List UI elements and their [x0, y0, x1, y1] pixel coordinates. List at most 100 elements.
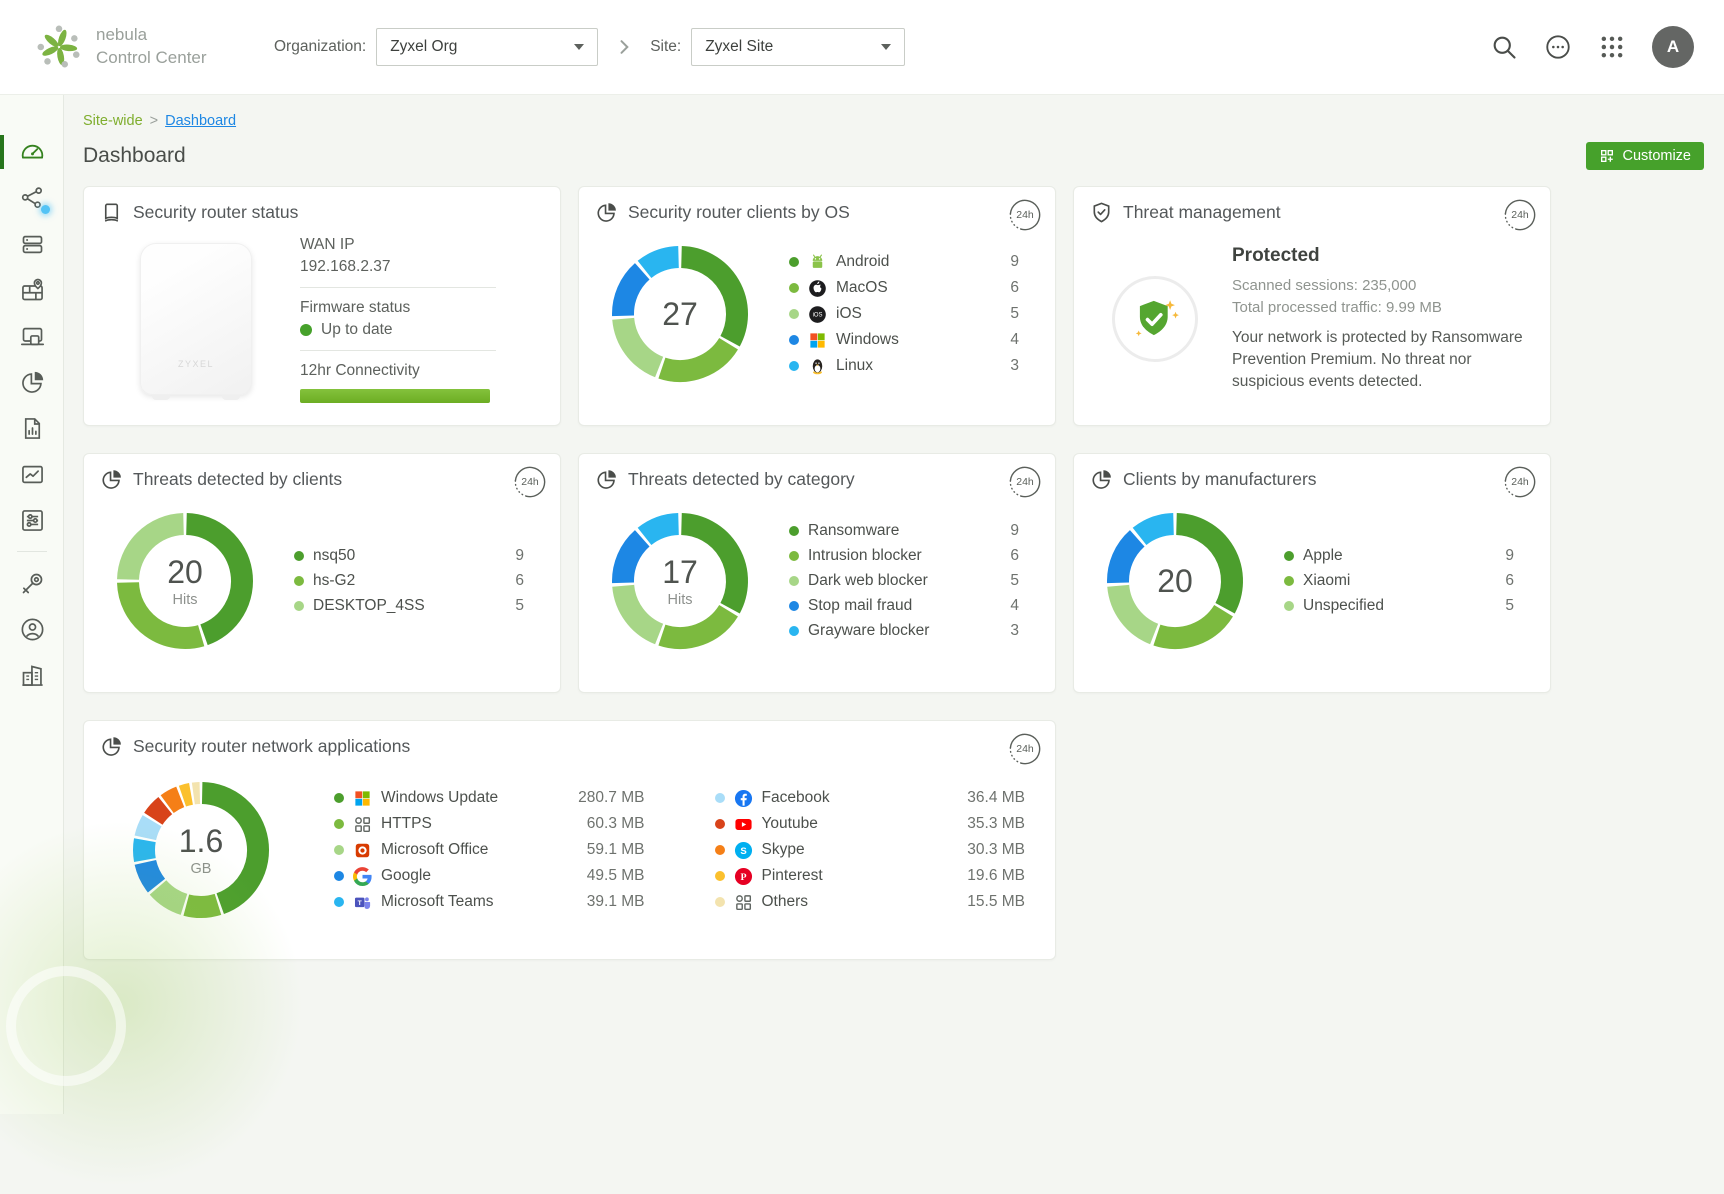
- device-brand-label: ZYXEL: [140, 359, 252, 369]
- donut-center-sub: Hits: [668, 592, 693, 608]
- chevron-down-icon: [881, 44, 891, 50]
- legend-item-unspecified: Unspecified5: [1284, 594, 1514, 619]
- card-threats-by-clients: Threats detected by clients 24h 20Hits n…: [83, 453, 561, 693]
- time-range-badge[interactable]: 24h: [1008, 198, 1042, 232]
- legend-color-dot: [789, 551, 799, 561]
- card-threats-by-category: Threats detected by category 24h 17Hits …: [578, 453, 1056, 693]
- apps-grid-icon[interactable]: [1598, 33, 1626, 61]
- site-select[interactable]: Zyxel Site: [691, 28, 905, 66]
- breadcrumb-dashboard-link[interactable]: Dashboard: [165, 113, 236, 129]
- router-device-image: ZYXEL: [140, 243, 252, 395]
- clients-by-manufacturers-donut: 20: [1100, 506, 1250, 656]
- legend-color-dot: [294, 576, 304, 586]
- legend-label: nsq50: [313, 547, 489, 565]
- breadcrumb-separator: >: [150, 113, 158, 129]
- page-title: Dashboard: [83, 144, 186, 168]
- sidebar-item-map[interactable]: [0, 267, 64, 313]
- card-title: Security router status: [133, 202, 298, 223]
- legend-color-dot: [789, 283, 799, 293]
- divider: [300, 287, 496, 288]
- brand-text: nebula Control Center: [96, 24, 207, 70]
- time-range-badge[interactable]: 24h: [513, 465, 547, 499]
- legend-label: Apple: [1303, 547, 1479, 565]
- legend-color-dot: [715, 793, 725, 803]
- legend-label: Youtube: [762, 815, 939, 833]
- sidebar-item-clients[interactable]: [0, 313, 64, 359]
- card-threat-management: Threat management 24h Protected Scanned …: [1073, 186, 1551, 426]
- donut-center-sub: GB: [191, 861, 212, 877]
- sidebar-item-support[interactable]: [0, 606, 64, 652]
- legend-item-desktop-4ss: DESKTOP_4SS5: [294, 594, 524, 619]
- legend-item-pinterest: PPinterest19.6 MB: [715, 863, 1026, 889]
- router-icon: [100, 201, 123, 224]
- context-switchers: Organization: Zyxel Org Site: Zyxel Site: [274, 28, 905, 66]
- legend-color-dot: [294, 551, 304, 561]
- legend-item-microsoft-teams: TMicrosoft Teams39.1 MB: [334, 889, 645, 915]
- time-range-badge[interactable]: 24h: [1503, 198, 1537, 232]
- legend-value: 4: [993, 331, 1019, 349]
- legend-color-dot: [1284, 551, 1294, 561]
- legend-value: 36.4 MB: [947, 789, 1025, 807]
- legend-item-macos: MacOS6: [789, 275, 1019, 301]
- customize-widgets-icon: [1599, 148, 1615, 164]
- legend-value: 5: [1488, 597, 1514, 615]
- header-actions: A: [1490, 26, 1694, 68]
- legend-color-dot: [789, 309, 799, 319]
- sidebar-item-organization[interactable]: [0, 652, 64, 698]
- windows-icon: [353, 789, 372, 808]
- sidebar-item-monitoring[interactable]: [0, 451, 64, 497]
- breadcrumb-section: Site-wide: [83, 113, 143, 129]
- card-clients-by-os: Security router clients by OS 24h 27 And…: [578, 186, 1056, 426]
- legend-item-others: Others15.5 MB: [715, 889, 1026, 915]
- donut-center-value: 1.6: [179, 823, 223, 860]
- main-content: Site-wide > Dashboard Dashboard Customiz…: [64, 95, 1724, 1114]
- help-more-icon[interactable]: [1544, 33, 1572, 61]
- legend-item-android: Android9: [789, 249, 1019, 275]
- legend-value: 19.6 MB: [947, 867, 1025, 885]
- sidebar-item-configure[interactable]: [0, 497, 64, 543]
- organization-select[interactable]: Zyxel Org: [376, 28, 598, 66]
- threats-by-clients-legend: nsq509hs-G26DESKTOP_4SS5: [294, 544, 524, 619]
- legend-item-nsq50: nsq509: [294, 544, 524, 569]
- legend-value: 35.3 MB: [947, 815, 1025, 833]
- connectivity-bar[interactable]: [300, 389, 490, 403]
- sidebar-item-devices[interactable]: [0, 221, 64, 267]
- brand-logo[interactable]: nebula Control Center: [36, 24, 266, 70]
- organization-value: Zyxel Org: [390, 38, 457, 56]
- network-applications-donut: 1.6GB: [126, 775, 276, 925]
- sidebar-divider: [17, 551, 47, 552]
- legend-color-dot: [789, 361, 799, 371]
- org-label: Organization:: [274, 38, 366, 56]
- sidebar-item-dashboard[interactable]: [0, 129, 64, 175]
- firmware-status-value: Up to date: [321, 321, 393, 339]
- breadcrumb: Site-wide > Dashboard: [83, 113, 1724, 129]
- legend-item-hs-g2: hs-G26: [294, 569, 524, 594]
- time-range-badge[interactable]: 24h: [1008, 732, 1042, 766]
- office-icon: [353, 841, 372, 860]
- pinterest-icon: P: [734, 867, 753, 886]
- legend-label: Facebook: [762, 789, 939, 807]
- customize-button[interactable]: Customize: [1586, 142, 1705, 170]
- legend-label: Grayware blocker: [808, 622, 984, 640]
- threats-by-clients-donut: 20Hits: [110, 506, 260, 656]
- clients-by-os-donut: 27: [605, 239, 755, 389]
- legend-label: Others: [762, 893, 939, 911]
- sidebar-item-topology[interactable]: [0, 175, 64, 221]
- avatar[interactable]: A: [1652, 26, 1694, 68]
- sidebar-item-usage[interactable]: [0, 359, 64, 405]
- time-range-badge[interactable]: 24h: [1008, 465, 1042, 499]
- sidebar-item-reports[interactable]: [0, 405, 64, 451]
- time-range-badge[interactable]: 24h: [1503, 465, 1537, 499]
- card-network-applications: Security router network applications 24h…: [83, 720, 1056, 960]
- legend-value: 39.1 MB: [567, 893, 645, 911]
- search-icon[interactable]: [1490, 33, 1518, 61]
- legend-label: MacOS: [836, 279, 984, 297]
- site-value: Zyxel Site: [705, 38, 773, 56]
- sidebar-item-licenses[interactable]: [0, 560, 64, 606]
- google-icon: [353, 867, 372, 886]
- legend-label: Skype: [762, 841, 939, 859]
- legend-value: 60.3 MB: [567, 815, 645, 833]
- legend-item-xiaomi: Xiaomi6: [1284, 569, 1514, 594]
- customize-label: Customize: [1623, 148, 1692, 164]
- legend-label: Microsoft Office: [381, 841, 558, 859]
